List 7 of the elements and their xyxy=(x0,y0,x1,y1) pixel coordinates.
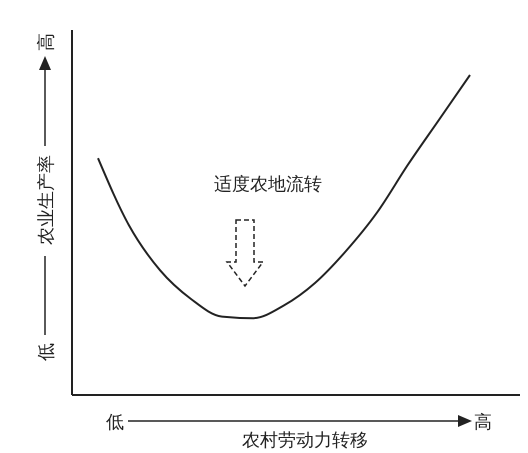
annotation: 适度农地流转 xyxy=(214,174,322,195)
text: 低 xyxy=(36,343,57,361)
y-axis-title: 农业生产率 xyxy=(36,155,57,245)
x-axis-title: 农村劳动力转移 xyxy=(242,430,368,451)
text: 高 xyxy=(36,33,57,51)
text: 高 xyxy=(474,412,492,433)
text: 低 xyxy=(106,412,124,433)
